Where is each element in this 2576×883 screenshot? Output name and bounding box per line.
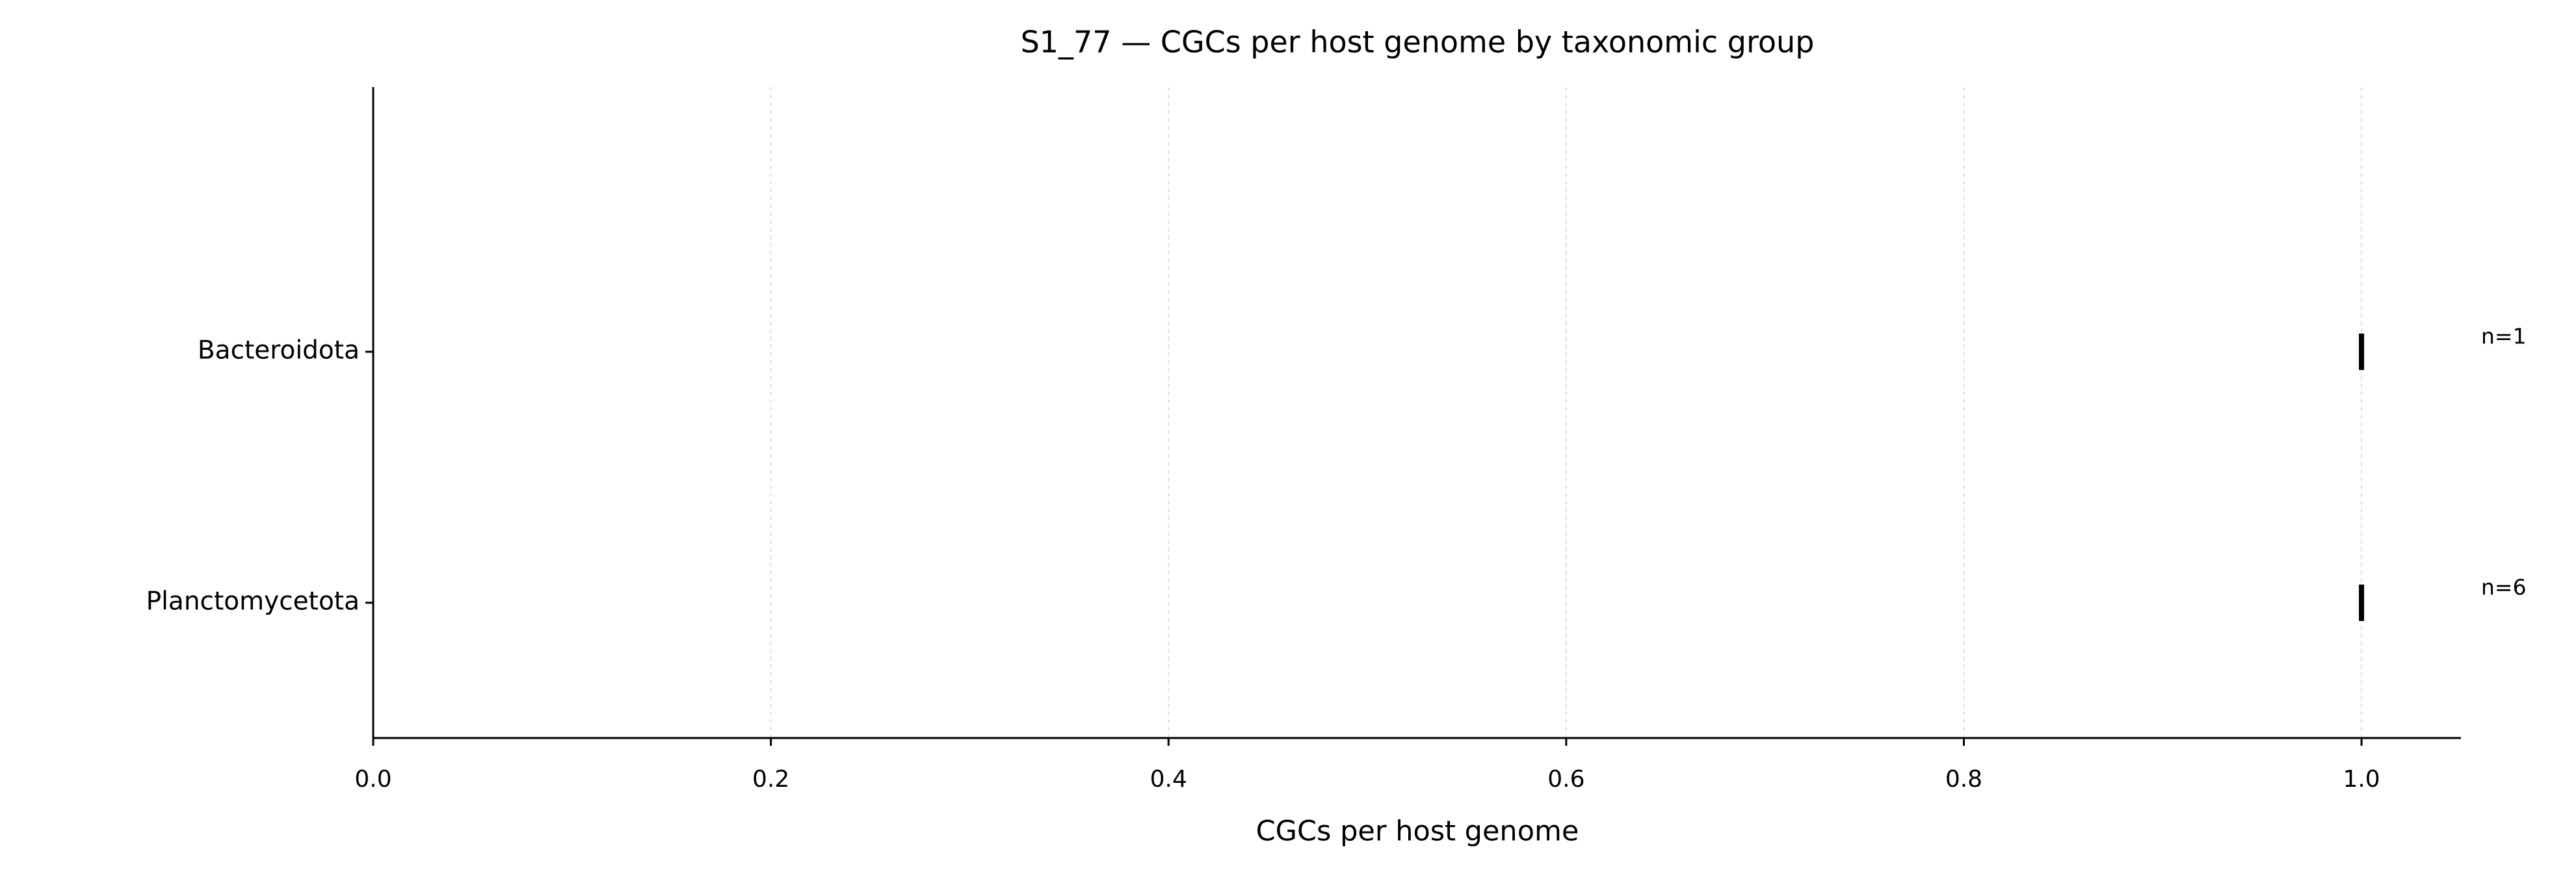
x-tick-label: 0.2 xyxy=(752,766,789,793)
tick-marker xyxy=(2359,585,2365,621)
x-tick-label: 0.8 xyxy=(1945,766,1982,793)
x-tick-label: 0.6 xyxy=(1547,766,1584,793)
x-tick-label: 0.0 xyxy=(354,766,391,793)
x-tick-label: 0.4 xyxy=(1150,766,1187,793)
y-tick-label: Planctomycetota xyxy=(146,587,360,616)
tick-marker xyxy=(2359,334,2365,370)
count-annotation: n=6 xyxy=(2481,575,2527,600)
y-tick-label: Bacteroidota xyxy=(198,336,360,365)
x-axis-label: CGCs per host genome xyxy=(1256,815,1579,848)
x-tick-label: 1.0 xyxy=(2343,766,2380,793)
chart-title: S1_77 — CGCs per host genome by taxonomi… xyxy=(1021,25,1815,60)
count-annotation: n=1 xyxy=(2481,324,2527,349)
